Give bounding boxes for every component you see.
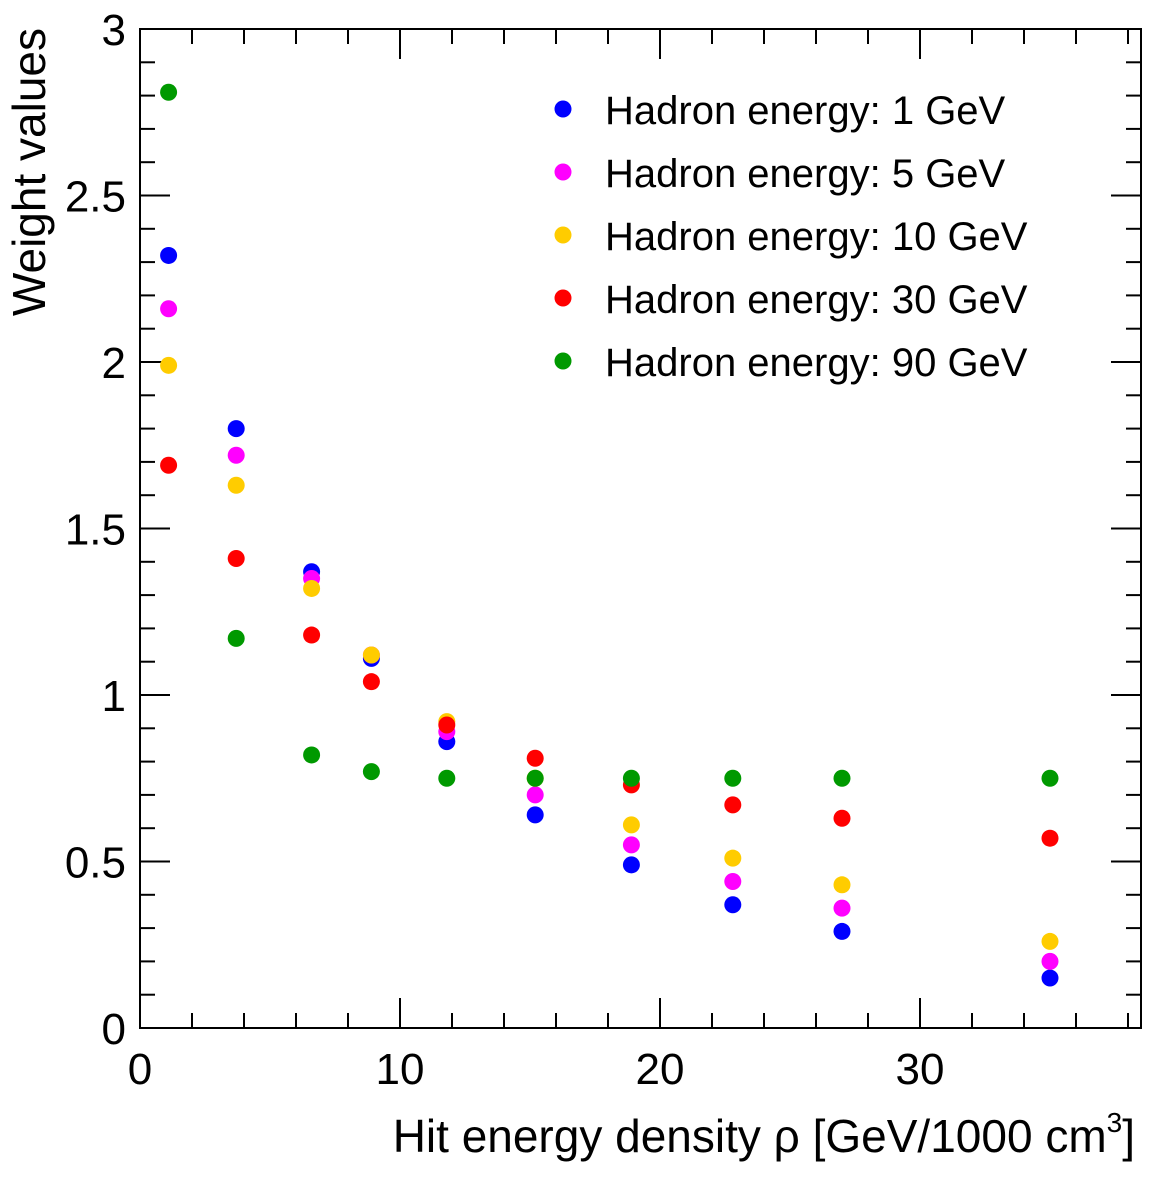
- legend-label: Hadron energy: 90 GeV: [605, 341, 1028, 385]
- legend-marker: [554, 289, 572, 307]
- data-point-series-2: [160, 356, 178, 374]
- x-tick-label: 10: [376, 1045, 425, 1094]
- data-point-series-4: [622, 769, 640, 787]
- data-point-series-4: [160, 83, 178, 101]
- data-point-series-4: [833, 769, 851, 787]
- data-point-series-0: [833, 922, 851, 940]
- y-tick-label: 0: [102, 1005, 126, 1054]
- legend-label: Hadron energy: 30 GeV: [605, 278, 1028, 322]
- data-point-series-4: [303, 746, 321, 764]
- data-point-series-4: [1041, 769, 1059, 787]
- legend-marker: [554, 100, 572, 118]
- data-point-series-1: [160, 300, 178, 318]
- data-point-series-3: [1041, 829, 1059, 847]
- data-point-series-1: [622, 836, 640, 854]
- data-point-series-0: [160, 246, 178, 264]
- legend-marker: [554, 352, 572, 370]
- legend-marker: [554, 226, 572, 244]
- data-point-series-3: [362, 673, 380, 691]
- data-point-series-4: [227, 629, 245, 647]
- legend-label: Hadron energy: 10 GeV: [605, 215, 1028, 259]
- data-point-series-4: [724, 769, 742, 787]
- data-point-series-0: [227, 420, 245, 438]
- data-point-series-3: [724, 796, 742, 814]
- data-point-series-3: [438, 716, 456, 734]
- data-point-series-4: [362, 763, 380, 781]
- y-tick-label: 0.5: [65, 839, 126, 888]
- data-point-series-3: [526, 749, 544, 767]
- data-point-series-3: [833, 809, 851, 827]
- x-axis-label-main: Hit energy density ρ [GeV/1000 cm: [393, 1110, 1107, 1162]
- data-point-series-0: [724, 896, 742, 914]
- data-point-series-4: [526, 769, 544, 787]
- y-tick-label: 2.5: [65, 173, 126, 222]
- x-tick-label: 0: [128, 1045, 152, 1094]
- data-point-series-2: [1041, 932, 1059, 950]
- legend-label: Hadron energy: 1 GeV: [605, 89, 1006, 133]
- data-point-series-1: [526, 786, 544, 804]
- data-point-series-3: [303, 626, 321, 644]
- data-points: [160, 83, 1059, 987]
- data-point-series-3: [227, 549, 245, 567]
- y-tick-label: 1.5: [65, 506, 126, 555]
- y-axis-label: Weight values: [3, 28, 55, 316]
- y-tick-label: 1: [102, 672, 126, 721]
- legend-marker: [554, 163, 572, 181]
- data-point-series-2: [833, 876, 851, 894]
- data-point-series-2: [303, 579, 321, 597]
- data-point-series-4: [438, 769, 456, 787]
- data-point-series-2: [622, 816, 640, 834]
- data-point-series-3: [160, 456, 178, 474]
- data-point-series-0: [622, 856, 640, 874]
- y-tick-label: 3: [102, 6, 126, 55]
- axes: 00.511.522.530 10 20 30: [65, 6, 1142, 1094]
- data-point-series-1: [724, 872, 742, 890]
- x-axis-label-suffix: ]: [1122, 1110, 1135, 1162]
- x-axis-label: Hit energy density ρ [GeV/1000 cm3]: [393, 1107, 1135, 1162]
- x-tick-label: 20: [636, 1045, 685, 1094]
- data-point-series-0: [1041, 969, 1059, 987]
- legend: Hadron energy: 1 GeV Hadron energy: 5 GeV…: [554, 89, 1028, 385]
- y-tick-label: 2: [102, 339, 126, 388]
- data-point-series-1: [227, 446, 245, 464]
- data-point-series-1: [833, 899, 851, 917]
- data-point-series-1: [1041, 952, 1059, 970]
- legend-label: Hadron energy: 5 GeV: [605, 152, 1006, 196]
- data-point-series-0: [526, 806, 544, 824]
- x-axis-label-superscript: 3: [1107, 1107, 1123, 1138]
- data-point-series-2: [227, 476, 245, 494]
- data-point-series-2: [362, 646, 380, 664]
- data-point-series-2: [724, 849, 742, 867]
- x-tick-label: 30: [896, 1045, 945, 1094]
